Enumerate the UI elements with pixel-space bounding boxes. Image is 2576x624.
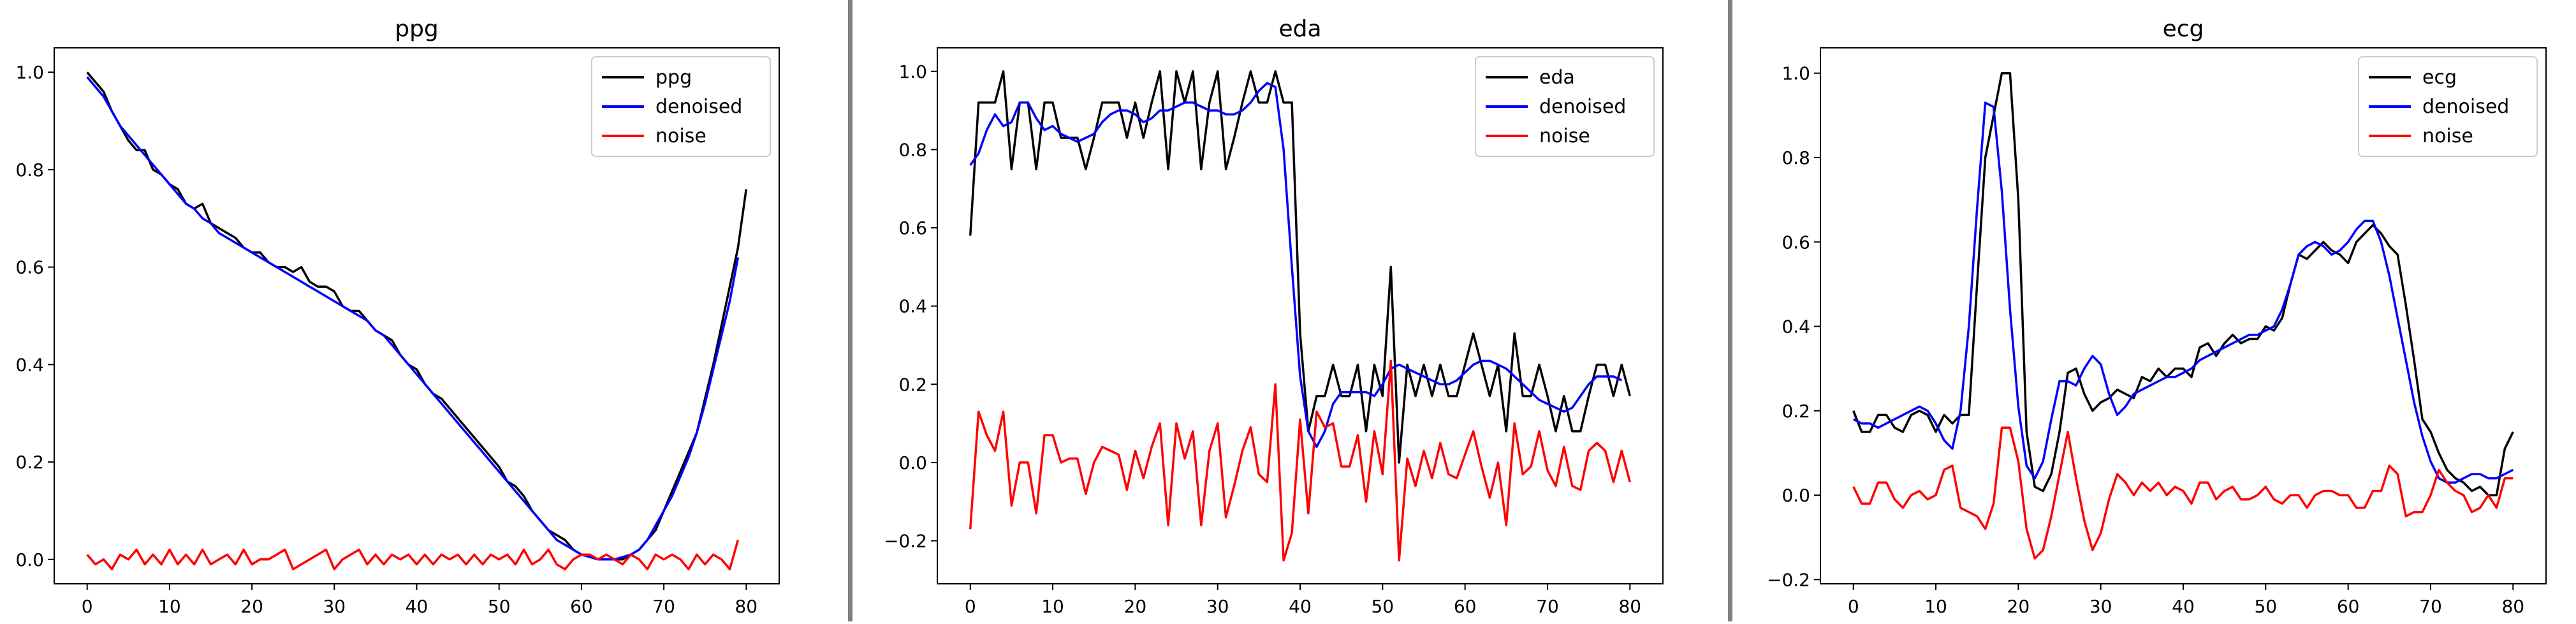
- x-tick-label: 20: [2007, 596, 2030, 617]
- x-tick-label: 30: [1206, 596, 1229, 617]
- y-tick-label: −0.2: [884, 531, 927, 552]
- plot-frame: [1820, 47, 2547, 584]
- chart-title: eda: [1278, 16, 1321, 42]
- x-tick-label: 60: [570, 596, 593, 617]
- x-tick-label: 40: [1289, 596, 1312, 617]
- series-line-noise: [1852, 426, 2514, 560]
- legend-label: ecg: [2422, 66, 2457, 89]
- x-tick-label: 20: [1124, 596, 1147, 617]
- y-tick-label: 0.8: [1782, 147, 1810, 168]
- x-tick-label: 80: [2501, 596, 2524, 617]
- y-tick-label: 0.4: [898, 296, 927, 317]
- x-tick-label: 80: [735, 596, 757, 617]
- x-tick-label: 0: [1848, 596, 1859, 617]
- x-tick-label: 50: [488, 596, 511, 617]
- y-tick-label: 0.6: [15, 257, 44, 278]
- x-tick-label: 20: [240, 596, 263, 617]
- series-line-ecg: [1852, 71, 2514, 496]
- x-tick-label: 10: [1041, 596, 1064, 617]
- legend-label: ppg: [655, 66, 692, 89]
- x-tick-label: 30: [323, 596, 346, 617]
- legend-box: [2358, 56, 2538, 157]
- x-tick-label: 80: [1618, 596, 1641, 617]
- legend-label: noise: [655, 125, 706, 147]
- series-line-noise: [86, 539, 740, 570]
- y-tick-label: 0.4: [1782, 316, 1810, 338]
- chart-title: ecg: [2163, 16, 2204, 42]
- panel-divider-right: [1728, 0, 1732, 621]
- legend-box: [591, 56, 771, 157]
- legend-label: denoised: [2422, 96, 2509, 118]
- y-tick-label: 0.2: [1782, 401, 1810, 422]
- x-tick-label: 60: [2337, 596, 2360, 617]
- y-tick-label: 1.0: [15, 62, 44, 83]
- series-line-denoised: [969, 82, 1623, 449]
- y-tick-label: 0.0: [15, 549, 44, 570]
- x-tick-label: 40: [2172, 596, 2195, 617]
- x-tick-label: 10: [1924, 596, 1947, 617]
- legend-label: noise: [1539, 125, 1590, 147]
- chart-title: ppg: [395, 16, 439, 42]
- x-tick-label: 70: [2419, 596, 2442, 617]
- y-tick-label: 0.0: [898, 452, 927, 473]
- x-tick-label: 50: [1371, 596, 1394, 617]
- y-tick-label: 1.0: [1782, 63, 1810, 84]
- legend-label: denoised: [655, 96, 742, 118]
- plot-frame: [937, 47, 1664, 584]
- x-tick-label: 40: [406, 596, 428, 617]
- y-tick-label: 0.0: [1782, 485, 1810, 506]
- y-tick-label: 0.6: [1782, 232, 1810, 253]
- series-line-eda: [969, 70, 1631, 464]
- chart-panel-eda: eda 0 10 20 30 40 50 60 70 80 −0.2 0.0 0.2 0.4 0.6 0.8 1…: [884, 16, 1664, 617]
- y-tick-label: 0.2: [898, 374, 927, 395]
- y-tick-label: 0.4: [15, 354, 44, 375]
- legend-label: eda: [1539, 66, 1575, 89]
- legend-box: [1475, 56, 1655, 157]
- x-tick-label: 50: [2254, 596, 2277, 617]
- series-line-denoised: [1852, 101, 2514, 484]
- x-tick-label: 70: [1536, 596, 1559, 617]
- y-tick-label: 1.0: [898, 61, 927, 82]
- x-tick-label: 0: [965, 596, 976, 617]
- plot-frame: [54, 47, 780, 584]
- x-tick-label: 30: [2089, 596, 2112, 617]
- x-tick-label: 0: [82, 596, 93, 617]
- chart-panel-ppg: ppg 0 10 20 30 40 50 60 70 80 0.0 0.2 0.4 0.6 0.8 1.0 pp…: [15, 16, 780, 617]
- x-tick-label: 10: [158, 596, 181, 617]
- panel-divider-left: [848, 0, 853, 621]
- y-tick-label: 0.8: [898, 139, 927, 160]
- y-tick-label: 0.6: [898, 218, 927, 239]
- x-tick-label: 70: [652, 596, 675, 617]
- chart-panel-ecg: ecg 0 10 20 30 40 50 60 70 80 −0.2 0.0 0.2 0.4 0.6 0.8 1…: [1767, 16, 2547, 617]
- y-tick-label: 0.8: [15, 160, 44, 181]
- y-tick-label: 0.2: [15, 452, 44, 473]
- legend-label: noise: [2422, 125, 2473, 147]
- series-line-noise: [969, 359, 1631, 561]
- y-tick-label: −0.2: [1767, 569, 1810, 590]
- x-tick-label: 60: [1454, 596, 1477, 617]
- legend-label: denoised: [1539, 96, 1626, 118]
